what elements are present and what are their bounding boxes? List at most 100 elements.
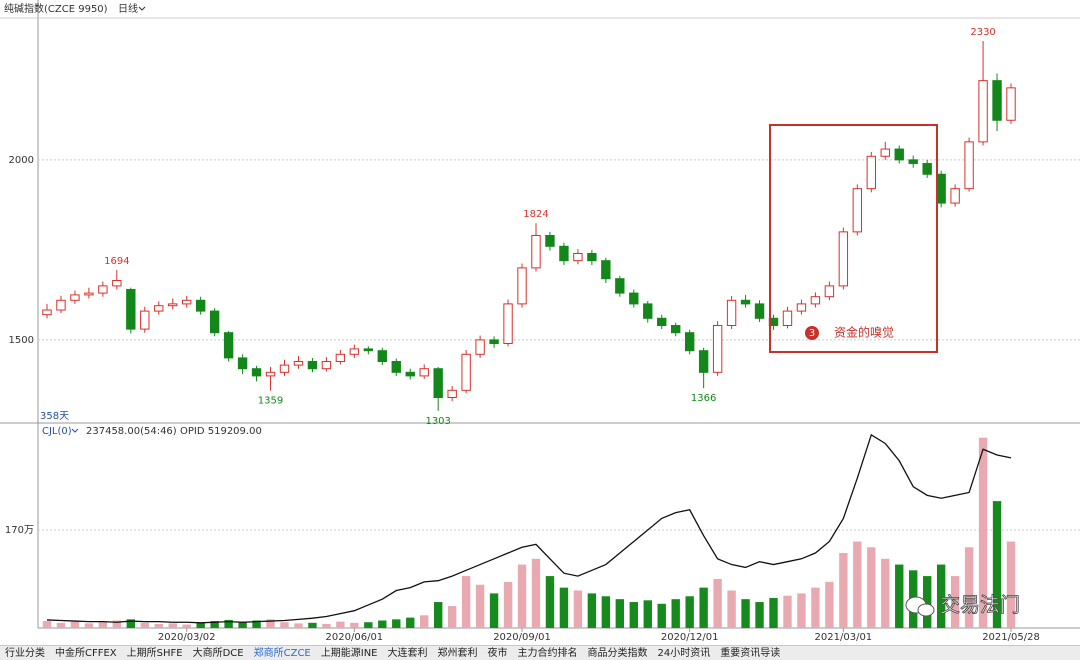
volume-bar <box>378 620 387 628</box>
candle-body <box>545 234 555 247</box>
volume-bar <box>825 581 834 628</box>
background <box>0 0 1080 645</box>
volume-bar <box>364 622 373 628</box>
volume-bar <box>70 621 80 628</box>
candle-body <box>237 357 248 370</box>
y-tick-label: 1500 <box>9 335 34 346</box>
volume-bar <box>531 558 541 628</box>
candle-body <box>992 80 1002 121</box>
candle-body <box>629 292 639 305</box>
highlight-text: 资金的嗅觉 <box>834 325 894 340</box>
candle-body <box>671 325 681 334</box>
candle-body <box>447 389 457 399</box>
volume-bar <box>936 564 946 628</box>
candle-body <box>1006 87 1016 121</box>
candle-body <box>684 332 695 352</box>
candle-body <box>852 188 863 233</box>
tab[interactable]: 上期能源INE <box>320 648 378 659</box>
volume-bar <box>992 501 1002 628</box>
volume-bar <box>336 621 345 628</box>
candle-body <box>42 309 52 316</box>
tab[interactable]: 行业分类 <box>5 648 45 659</box>
candle-body <box>307 361 318 370</box>
candle-body <box>712 325 723 373</box>
candle-body <box>531 234 541 269</box>
candle-body <box>866 155 876 190</box>
candle-body <box>796 303 807 312</box>
volume-bar <box>406 617 415 628</box>
tab[interactable]: 大连套利 <box>387 648 428 659</box>
tab[interactable]: 大商所DCE <box>192 648 244 659</box>
candle-body <box>643 303 653 319</box>
volume-label[interactable]: CJL(0) <box>42 426 72 437</box>
candle-body <box>70 294 80 301</box>
candle-body <box>223 332 234 359</box>
tab[interactable]: 中金所CFFEX <box>55 648 117 659</box>
tab[interactable]: 商品分类指数 <box>587 648 648 659</box>
candle-body <box>182 299 192 305</box>
high-label: 2330 <box>970 27 995 38</box>
volume-bar <box>727 590 736 628</box>
volume-bar <box>545 576 555 628</box>
candle-body <box>838 231 849 287</box>
tab[interactable]: 郑州套利 <box>437 648 478 659</box>
candle-body <box>154 305 164 312</box>
volume-bar <box>1006 541 1016 628</box>
period-selector[interactable]: 日线 <box>118 2 138 15</box>
badge-number: 3 <box>809 328 815 339</box>
candle-body <box>433 368 443 399</box>
volume-bar <box>266 619 275 628</box>
volume-bar <box>224 619 233 628</box>
tab[interactable]: 上期所SHFE <box>126 648 183 659</box>
candle-body <box>195 299 206 312</box>
candle-body <box>363 348 374 352</box>
candle-body <box>140 310 150 330</box>
candle-body <box>293 361 304 366</box>
tab[interactable]: 夜市 <box>487 648 508 659</box>
tab-bar: 行业分类 中金所CFFEX 上期所SHFE 大商所DCE 郑商所CZCE 上期能源INE 大… <box>0 645 1080 660</box>
candle-body <box>251 368 262 377</box>
volume-bar <box>769 598 778 628</box>
chevron <box>71 428 79 433</box>
tab[interactable]: 郑商所CZCE <box>253 648 311 659</box>
highlight-box <box>769 124 938 353</box>
volume-bar <box>783 595 792 628</box>
volume-bar <box>643 600 652 628</box>
volume-bar <box>601 596 611 628</box>
candle-body <box>810 296 821 305</box>
volume-bar <box>280 622 289 628</box>
volume-bar <box>922 576 932 628</box>
candle-body <box>209 310 220 334</box>
volume-bar <box>84 623 94 628</box>
x-tick-label: 2020/09/01 <box>493 632 551 643</box>
instrument-title[interactable]: 纯碱指数(CZCE 9950) <box>4 2 108 15</box>
chart: 纯碱指数(CZCE 9950) 日线 358天 CJL(0) 237458.00… <box>0 0 1080 645</box>
candle-body <box>824 285 835 298</box>
days-label: 358天 <box>40 411 69 422</box>
volume-bar <box>56 622 66 628</box>
tab[interactable]: 重要资讯导读 <box>720 648 781 659</box>
volume-bar <box>657 603 666 628</box>
candle-body <box>168 303 178 307</box>
candle-body <box>573 252 583 262</box>
x-tick-label: 2020/06/01 <box>326 632 384 643</box>
low-label: 1359 <box>258 396 283 407</box>
volume-bar <box>322 623 331 628</box>
volume-bar <box>294 623 303 628</box>
tab[interactable]: 24小时资讯 <box>657 648 711 659</box>
candle-body <box>279 364 290 373</box>
tab[interactable]: 主力合约排名 <box>517 648 578 659</box>
volume-bar <box>741 599 750 628</box>
volume-bar <box>182 624 191 628</box>
volume-bar <box>168 623 177 628</box>
volume-bar <box>196 622 205 628</box>
watermark-icon <box>905 596 935 617</box>
volume-bar <box>797 593 806 628</box>
x-tick-label: 2021/03/01 <box>815 632 873 643</box>
candle-body <box>950 188 960 204</box>
volume-bar <box>420 615 429 628</box>
candle-body <box>698 350 709 373</box>
volume-bar <box>112 620 122 628</box>
volume-bar <box>503 581 513 628</box>
